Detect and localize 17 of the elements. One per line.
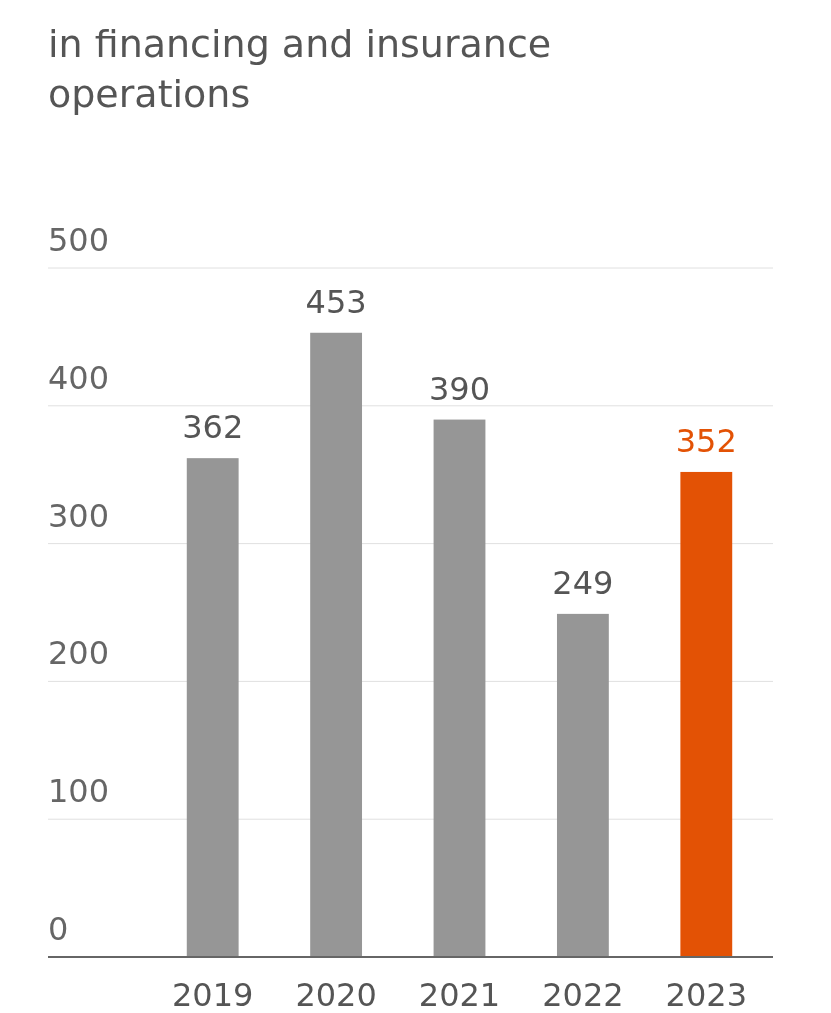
data-label: 249 <box>552 563 614 602</box>
y-tick-label: 400 <box>48 358 110 397</box>
x-tick-label: 2023 <box>665 976 748 1013</box>
x-tick-label: 2021 <box>418 976 501 1013</box>
y-tick-label: 0 <box>48 910 69 948</box>
data-label: 362 <box>182 408 244 447</box>
y-tick-label: 100 <box>48 772 110 811</box>
x-tick-label: 2022 <box>542 976 624 1013</box>
y-tick-label: 200 <box>48 634 110 673</box>
data-label: 390 <box>428 369 491 408</box>
y-tick-label: 300 <box>48 496 110 535</box>
chart-title: in financing and insurance operations <box>48 22 552 116</box>
x-tick-label: 2019 <box>171 976 254 1013</box>
data-label: 352 <box>675 421 737 460</box>
data-label: 453 <box>305 282 367 321</box>
y-tick-label: 500 <box>48 221 110 259</box>
x-tick-label: 2020 <box>295 976 377 1013</box>
